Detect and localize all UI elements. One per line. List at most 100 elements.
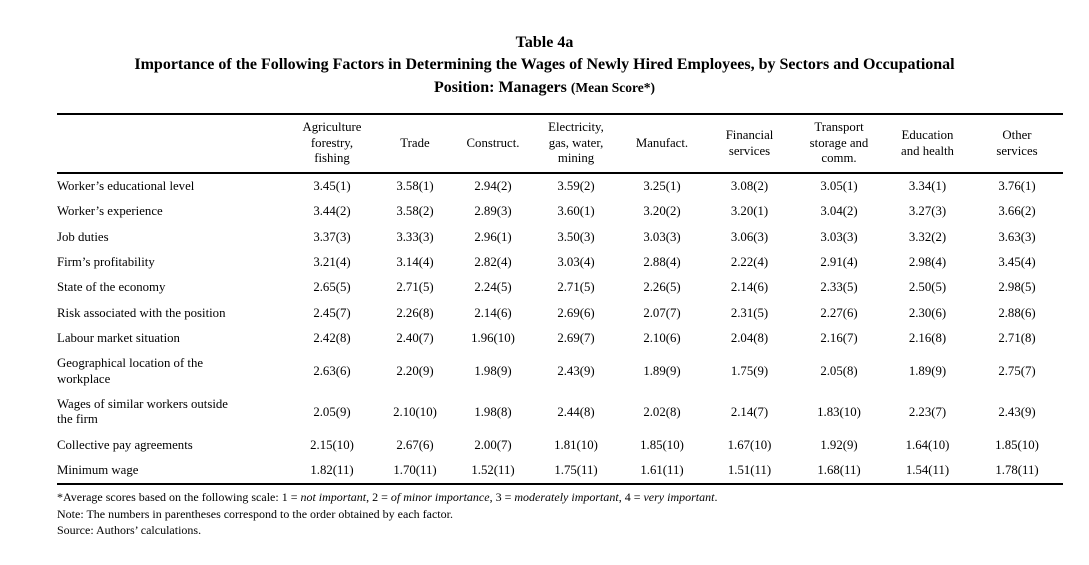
score-cell: 3.04(2) xyxy=(820,204,858,219)
score-cell: 2.69(6) xyxy=(557,305,595,320)
footnotes: *Average scores based on the following s… xyxy=(57,489,1089,537)
column-header-financial: Financial services xyxy=(705,114,794,174)
score-cell: 3.60(1) xyxy=(557,204,595,219)
table-body: Worker’s educational level 3.45(1) 3.58(1)… xyxy=(57,173,1063,484)
score-cell: 2.16(8) xyxy=(908,331,947,346)
table-caption-line1: Importance of the Following Factors in D… xyxy=(134,56,955,74)
column-header-electricity: Electricity, gas, water, mining xyxy=(533,114,619,174)
score-cell: 1.98(8) xyxy=(474,404,512,419)
score-cell: 1.64(10) xyxy=(905,437,950,452)
footnote-scale-suffix: . xyxy=(714,490,718,505)
factor-label: Firm’s profitability xyxy=(57,255,155,270)
footnote-scale-prefix: *Average scores based on the following s… xyxy=(57,490,301,505)
score-cell: 2.65(5) xyxy=(313,280,351,295)
score-cell: 2.91(4) xyxy=(820,255,858,270)
score-cell: 3.34(1) xyxy=(908,179,947,193)
score-cell: 2.40(7) xyxy=(396,331,434,346)
score-cell: 1.82(11) xyxy=(310,463,354,478)
score-cell: 2.24(5) xyxy=(474,280,512,295)
score-cell: 3.58(1) xyxy=(396,179,434,193)
column-header-manufact: Manufact. xyxy=(619,114,705,174)
score-cell: 2.14(6) xyxy=(474,305,512,320)
column-header-agriculture: Agriculture forestry, fishing xyxy=(287,114,377,174)
score-cell: 1.89(9) xyxy=(908,364,947,379)
table-caption-line2: Position: Managers (Mean Score*) xyxy=(0,77,1089,99)
score-cell: 2.88(6) xyxy=(998,305,1036,320)
table-row: Labour market situation 2.42(8) 2.40(7) 1.9… xyxy=(57,326,1063,351)
score-cell: 2.02(8) xyxy=(643,404,681,419)
table-row: Collective pay agreements 2.15(10) 2.67(6)… xyxy=(57,433,1063,458)
score-cell: 2.82(4) xyxy=(474,255,512,270)
score-cell: 3.76(1) xyxy=(998,179,1036,193)
footnote-scale-not-important: not important xyxy=(300,490,367,505)
score-cell: 2.30(6) xyxy=(908,305,947,320)
score-cell: 3.05(1) xyxy=(820,179,858,193)
score-cell: 2.04(8) xyxy=(730,331,769,346)
score-cell: 2.05(8) xyxy=(820,364,858,379)
score-cell: 1.61(11) xyxy=(640,463,684,478)
score-cell: 1.54(11) xyxy=(905,463,950,478)
score-cell: 2.96(1) xyxy=(474,229,512,244)
score-cell: 3.25(1) xyxy=(643,179,681,193)
score-cell: 3.33(3) xyxy=(396,229,434,244)
score-cell: 1.85(10) xyxy=(995,437,1039,452)
table-row: Wages of similar workers outside the fir… xyxy=(57,392,1063,433)
factor-label: Worker’s experience xyxy=(57,204,163,219)
footnote-source: Source: Authors’ calculations. xyxy=(57,522,202,537)
score-cell: 1.92(9) xyxy=(820,437,858,452)
score-cell: 2.98(4) xyxy=(908,255,947,270)
table-caption-position: Position: Managers xyxy=(434,78,567,96)
factor-label: State of the economy xyxy=(57,280,166,295)
footnote-scale-mid3: , 4 = xyxy=(618,490,644,505)
factor-label: Risk associated with the position xyxy=(57,305,226,320)
score-cell: 1.52(11) xyxy=(471,463,515,478)
score-cell: 3.03(3) xyxy=(820,229,858,244)
score-cell: 3.08(2) xyxy=(730,179,769,193)
score-cell: 3.44(2) xyxy=(313,204,351,219)
score-cell: 2.71(8) xyxy=(998,331,1036,346)
footnote-scale-moderately-important: moderately important xyxy=(514,490,619,505)
score-cell: 2.27(6) xyxy=(820,305,858,320)
score-cell: 2.88(4) xyxy=(643,255,681,270)
score-cell: 2.67(6) xyxy=(396,437,434,452)
score-cell: 3.03(3) xyxy=(643,229,681,244)
table-row: State of the economy 2.65(5) 2.71(5) 2.24(5… xyxy=(57,275,1063,300)
score-cell: 2.14(6) xyxy=(730,280,769,295)
table-row: Worker’s educational level 3.45(1) 3.58(1)… xyxy=(57,173,1063,199)
score-cell: 3.66(2) xyxy=(998,204,1036,219)
score-cell: 2.23(7) xyxy=(908,404,947,419)
table-row: Firm’s profitability 3.21(4) 3.14(4) 2.82(4… xyxy=(57,250,1063,275)
score-cell: 3.45(1) xyxy=(313,179,351,193)
score-cell: 2.50(5) xyxy=(908,280,947,295)
header-empty-cell xyxy=(57,114,287,174)
score-cell: 2.98(5) xyxy=(998,280,1036,295)
score-cell: 3.20(2) xyxy=(643,204,681,219)
score-cell: 1.68(11) xyxy=(817,463,861,478)
column-header-education: Education and health xyxy=(884,114,971,174)
score-cell: 1.98(9) xyxy=(474,364,512,379)
score-cell: 2.71(5) xyxy=(557,280,595,295)
score-cell: 3.63(3) xyxy=(998,229,1036,244)
table-row: Minimum wage 1.82(11) 1.70(11) 1.52(11) 1.75… xyxy=(57,458,1063,484)
footnote-note: Note: The numbers in parentheses corresp… xyxy=(57,506,453,521)
score-cell: 3.27(3) xyxy=(908,204,947,219)
score-cell: 2.43(9) xyxy=(998,404,1036,419)
score-cell: 2.43(9) xyxy=(557,364,595,379)
score-cell: 2.42(8) xyxy=(313,331,351,346)
score-cell: 2.10(10) xyxy=(393,404,437,419)
table-number: Table 4a xyxy=(515,34,574,51)
score-cell: 2.14(7) xyxy=(730,404,769,419)
table-title-block: Table 4a Importance of the Following Fac… xyxy=(0,32,1089,99)
score-cell: 2.44(8) xyxy=(557,404,595,419)
score-cell: 1.67(10) xyxy=(727,437,772,452)
score-cell: 3.37(3) xyxy=(313,229,351,244)
column-header-transport: Transport storage and comm. xyxy=(794,114,884,174)
score-cell: 1.85(10) xyxy=(640,437,684,452)
footnote-scale: *Average scores based on the following s… xyxy=(57,489,1089,505)
column-header-other-services: Other services xyxy=(971,114,1063,174)
score-cell: 3.03(4) xyxy=(557,255,595,270)
score-cell: 2.31(5) xyxy=(730,305,769,320)
table-row: Geographical location of the workplace 2.… xyxy=(57,351,1063,392)
score-cell: 1.51(11) xyxy=(727,463,772,478)
